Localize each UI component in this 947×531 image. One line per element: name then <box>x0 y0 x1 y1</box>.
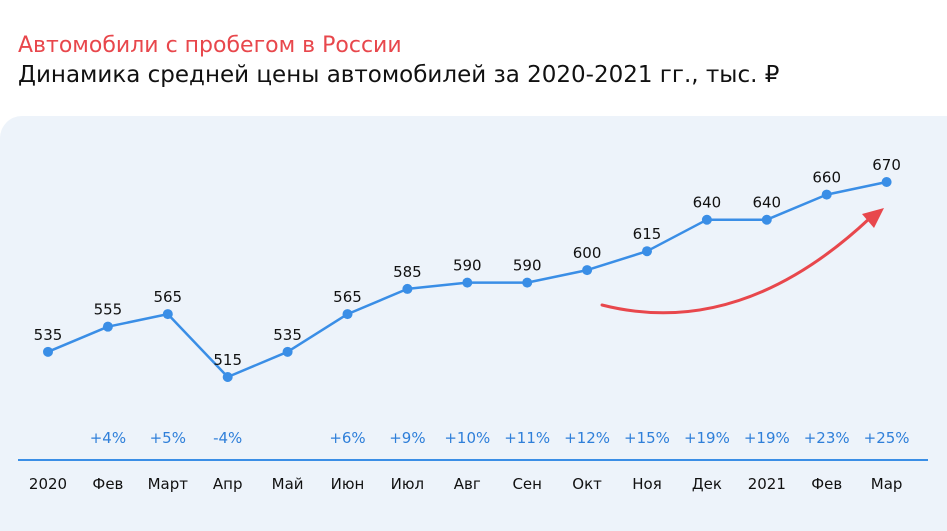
growth-arrow-curve <box>600 216 872 315</box>
data-point <box>582 265 593 276</box>
data-point <box>642 246 652 257</box>
x-tick-label: Окт <box>572 475 602 493</box>
percent-label: +25% <box>864 429 910 447</box>
data-point <box>462 277 473 288</box>
value-label: 640 <box>752 194 781 212</box>
value-label: 590 <box>453 257 482 275</box>
x-tick-label: Апр <box>213 475 243 493</box>
value-label: 555 <box>94 301 123 319</box>
percent-label: +4% <box>90 429 126 447</box>
chart-panel <box>0 116 947 531</box>
percent-label: +15% <box>624 429 670 447</box>
data-point <box>162 309 173 320</box>
value-label: 565 <box>153 288 182 306</box>
value-label: 535 <box>273 326 302 344</box>
percent-label: +23% <box>804 429 850 447</box>
data-points <box>43 177 892 382</box>
x-tick-label: Дек <box>692 475 722 493</box>
data-point <box>43 346 53 357</box>
x-tick-label: 2021 <box>748 475 786 493</box>
percent-label: +5% <box>150 429 186 447</box>
chart-subtitle: Динамика средней цены автомобилей за 202… <box>18 62 780 88</box>
value-label: 585 <box>393 263 422 281</box>
x-tick-label: Март <box>148 475 189 493</box>
percent-label: +6% <box>329 429 365 447</box>
data-point <box>402 283 413 294</box>
percent-label: +12% <box>564 429 610 447</box>
growth-arrow-head <box>862 208 884 228</box>
x-tick-label: Май <box>272 475 304 493</box>
percent-label: +11% <box>504 429 550 447</box>
percent-labels: +4% +5% -4% +6% +9% +10% +11% +12% +15% +19% +19% +… <box>90 429 910 447</box>
x-tick-label: 2020 <box>29 475 67 493</box>
data-point <box>222 372 233 382</box>
data-point <box>522 277 533 288</box>
x-tick-label: Ноя <box>632 475 661 493</box>
value-label: 660 <box>812 169 841 187</box>
data-point <box>282 346 293 357</box>
percent-label: +19% <box>684 429 730 447</box>
x-tick-label: Фев <box>811 475 842 493</box>
percent-label: +9% <box>389 429 425 447</box>
percent-label: +19% <box>744 429 790 447</box>
x-tick-label: Июл <box>391 475 424 493</box>
x-tick-label: Фев <box>92 475 123 493</box>
data-point <box>342 309 353 320</box>
data-point <box>701 214 712 225</box>
x-tick-label: Авг <box>454 475 481 493</box>
x-tick-label: Сен <box>512 475 542 493</box>
value-labels: 535 555 565 515 535 565 585 590 590 600 615 640 640 6… <box>34 156 901 369</box>
data-point <box>881 177 892 187</box>
x-tick-labels: 2020 Фев Март Апр Май Июн Июл Авг Сен Окт Ноя Дек 20… <box>29 475 903 493</box>
data-point <box>761 214 772 225</box>
x-tick-label: Июн <box>331 475 365 493</box>
chart-title: Автомобили с пробегом в России <box>18 33 402 58</box>
value-label: 515 <box>213 351 242 369</box>
value-label: 600 <box>573 244 602 262</box>
value-label: 615 <box>633 225 662 243</box>
value-label: 565 <box>333 288 362 306</box>
x-tick-label: Мар <box>871 475 903 493</box>
value-label: 640 <box>693 194 722 212</box>
data-point <box>821 189 832 200</box>
data-point <box>102 321 113 332</box>
value-label: 535 <box>34 326 63 344</box>
value-label: 590 <box>513 257 542 275</box>
value-label: 670 <box>872 156 901 174</box>
percent-label: +10% <box>444 429 490 447</box>
percent-label: -4% <box>213 429 242 447</box>
growth-arrow <box>600 208 884 315</box>
